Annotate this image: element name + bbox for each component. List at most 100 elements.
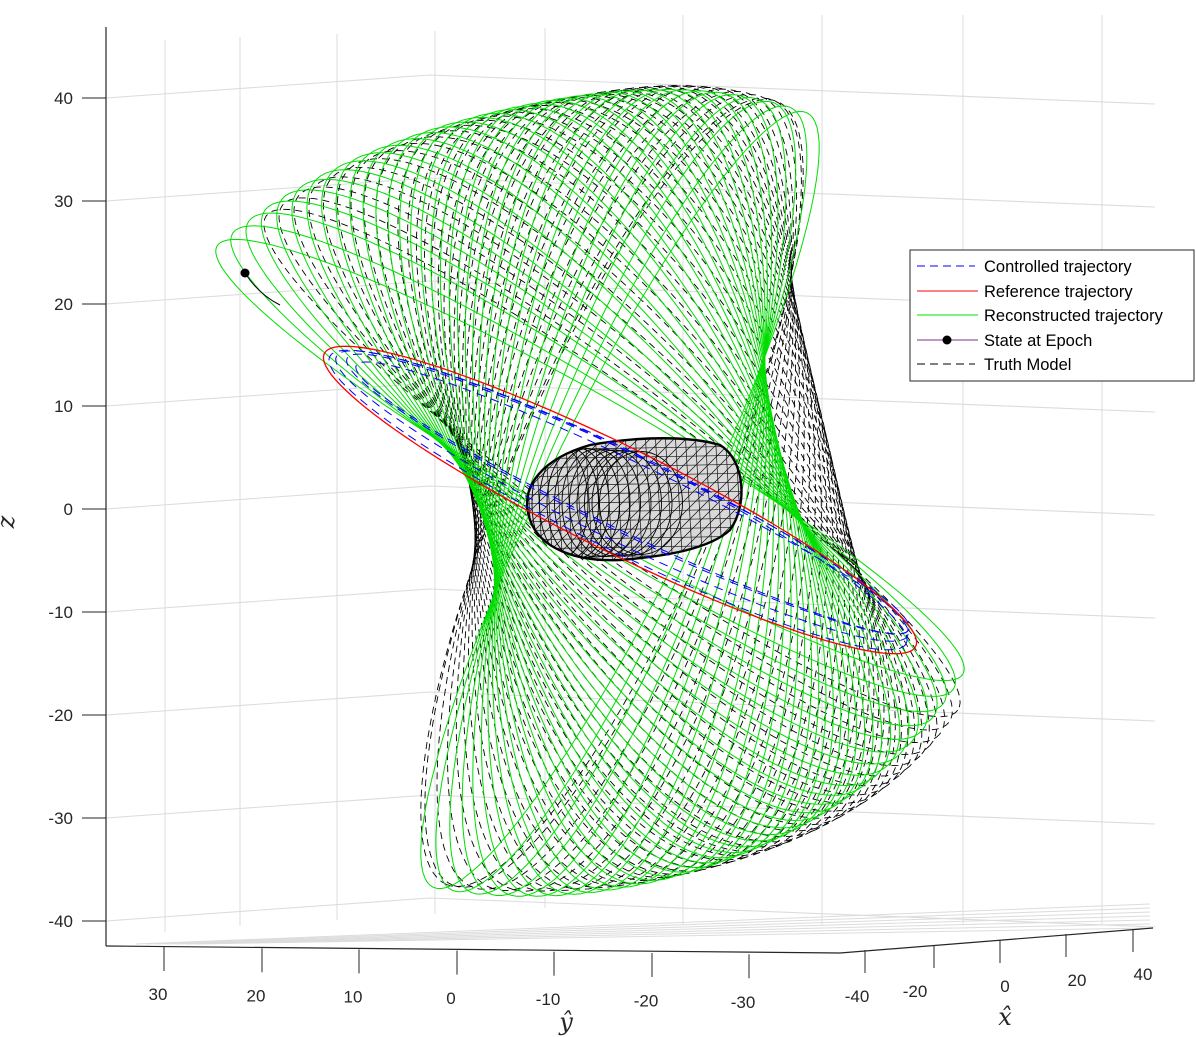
reconstructed-orbit [493,88,766,893]
reference-orbit [322,345,918,655]
grid-line-floor [195,927,1151,945]
truth-model-orbit [453,97,851,861]
reconstructed-orbit [464,97,799,869]
truth-model-orbit [308,176,938,755]
reconstructed-orbit [488,90,775,885]
grid-line-z [105,897,1156,928]
reconstructed-orbit [461,97,787,896]
legend-item-controlled[interactable]: Controlled trajectory [917,258,1132,276]
reconstructed-orbit [420,112,834,842]
reference-trajectory [322,345,918,655]
y-tick-label: -30 [731,993,756,1012]
reconstructed-orbit [420,110,820,890]
reconstructed-orbit [362,138,874,805]
z-tick-label: 40 [54,89,73,108]
reconstructed-orbit [375,131,866,814]
z-axis-title: ẑ [0,515,20,529]
truth-model-orbit [474,85,811,884]
controlled-trajectory [328,349,910,651]
z-tick-label: -20 [48,706,73,725]
z-tick-label: 10 [54,397,73,416]
controlled-orbit [328,349,908,651]
reconstructed-orbit [484,91,780,881]
axes [105,27,1154,954]
truth-model-orbit [437,104,865,848]
reconstructed-orbit [487,90,768,897]
y-axis-line [105,945,841,954]
reconstructed-orbit [387,126,858,822]
truth-model-orbit [436,93,798,890]
reconstructed-orbit [291,178,919,753]
truth-model-orbit [263,208,961,718]
y-tick-label: 10 [344,988,363,1007]
truth-model-orbit [455,88,793,892]
grid-line-floor [185,923,1151,945]
epoch-marker-icon [240,268,250,278]
y-tick-label: 30 [149,985,168,1004]
y-tick-label: -20 [634,992,659,1011]
z-tick-label: 30 [54,192,73,211]
grid-line-floor [155,911,1151,945]
truth-model-orbit [424,97,802,888]
y-axis-title: ŷ [558,1008,573,1036]
z-axis-ticks: 40 30 20 10 0 -10 -20 -30 -40 [48,89,106,931]
legend-item-epoch[interactable]: State at Epoch [917,332,1092,350]
x-tick-label: 0 [1000,977,1009,996]
legend-label: Reference trajectory [984,283,1133,301]
filled-circle-marker-icon [942,335,952,345]
x-tick-label: -20 [903,982,928,1001]
truth-model-orbit [462,87,792,892]
reconstructed-orbit [472,94,779,897]
reconstructed-orbit [276,189,929,740]
grid-line-z [105,588,1156,619]
x-axis-title: x̂ [998,1003,1012,1031]
legend-item-reference[interactable]: Reference trajectory [917,283,1133,301]
reconstructed-orbit [449,100,797,895]
truth-model-orbit [473,85,800,889]
truth-model-orbit [322,166,930,767]
reconstructed-orbit [410,116,842,836]
x-tick-label: 40 [1134,965,1153,984]
y-tick-label: -10 [536,990,561,1009]
x-axis-line [839,927,1154,954]
legend-item-truth[interactable]: Truth Model [917,356,1071,374]
legend-label: Controlled trajectory [984,258,1132,276]
reconstructed-orbit [215,238,965,682]
state-at-epoch [240,268,281,306]
truth-model-orbit [474,85,805,887]
reconstructed-orbit [478,93,786,877]
reconstructed-orbit [399,121,850,829]
reconstructed-orbit [349,144,883,796]
truth-model-orbit [363,142,909,796]
legend-item-reconstructed[interactable]: Reconstructed trajectory [917,307,1164,325]
grid-line-z [105,485,1156,516]
grid-line-z [105,794,1156,825]
reconstructed-orbit [439,105,820,854]
reconstructed-orbit [435,105,808,893]
z-tick-label: -40 [48,912,73,931]
grid-line-floor [135,903,1151,945]
legend[interactable]: Controlled trajectory Reference trajecto… [909,249,1195,382]
reconstructed-orbit [230,225,957,697]
z-tick-label: -10 [48,603,73,622]
truth-model-orbit [420,99,804,887]
reconstructed-orbit [321,160,901,776]
truth-model-orbit [468,85,794,891]
grid-line-z [105,382,1156,413]
grid-line-z [105,177,1156,208]
grid-line-floor [175,919,1151,945]
reconstructed-orbit [471,95,792,873]
reconstructed-orbit [245,212,947,713]
grid-line-floor [145,907,1151,945]
reconstructed-orbit [491,89,766,895]
reconstructed-orbit [456,99,806,864]
controlled-orbit [335,350,909,642]
truth-model-orbit [293,186,945,743]
z-tick-label: 0 [64,500,73,519]
reconstructed-orbit [448,102,813,859]
x-axis-ticks: -40 -20 0 20 40 [845,929,1153,1006]
truth-model-orbit [375,136,902,804]
reconstructed-orbit [480,91,773,897]
grid-line-z [105,74,1156,105]
